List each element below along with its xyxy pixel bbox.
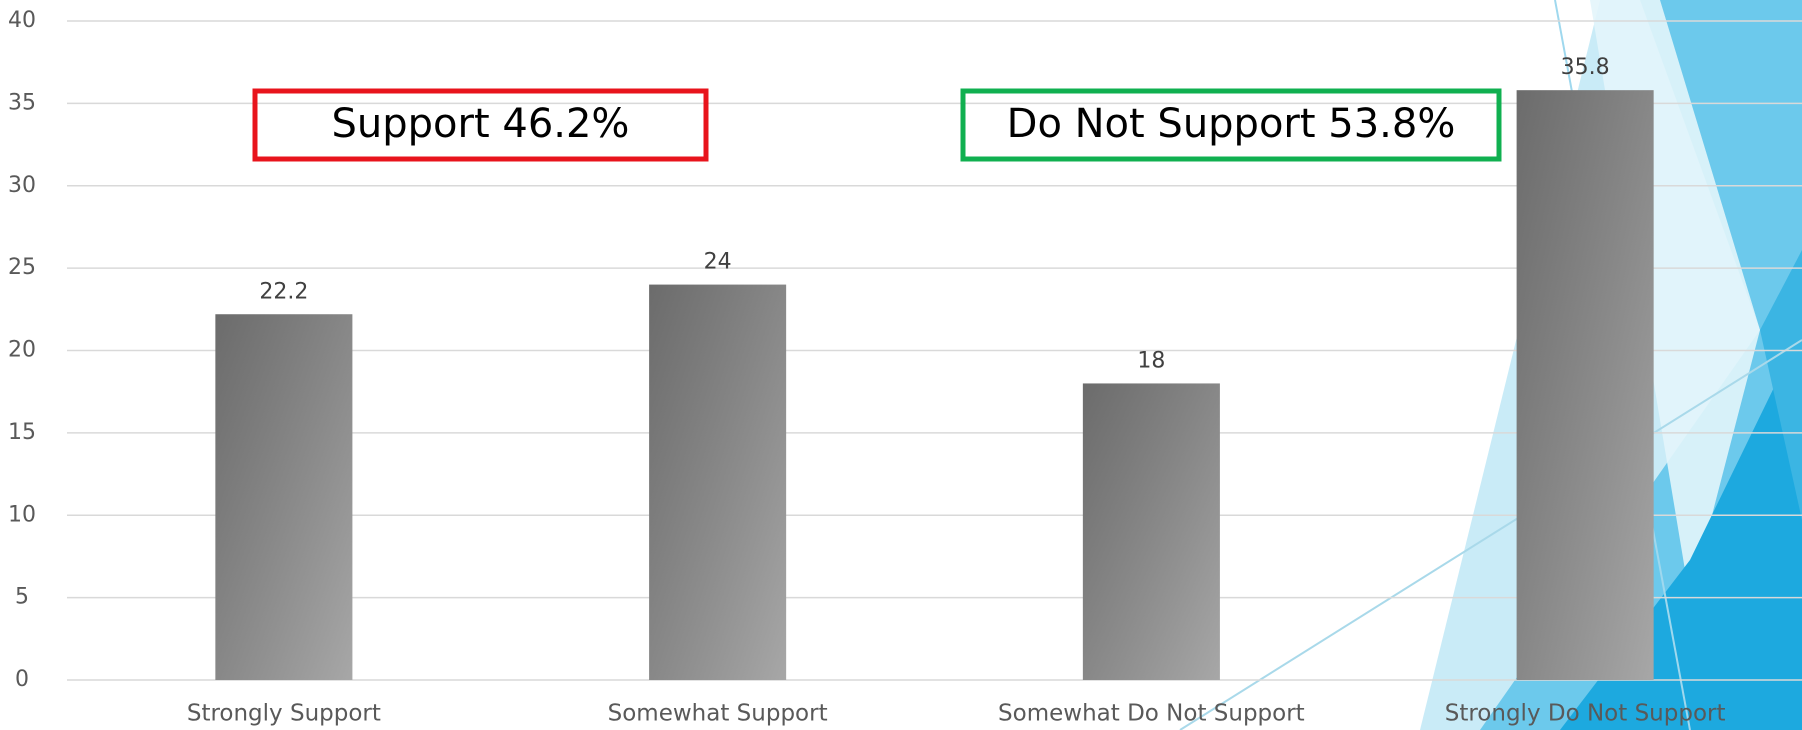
y-tick-label: 0 (15, 667, 29, 692)
bars (215, 90, 1653, 680)
value-label: 24 (704, 250, 732, 275)
x-tick-label: Somewhat Do Not Support (998, 701, 1305, 727)
y-tick-label: 5 (15, 585, 29, 610)
y-tick-label: 10 (8, 502, 36, 527)
y-tick-label: 20 (8, 338, 36, 363)
bar-shading (649, 285, 786, 680)
bar-shading (1083, 383, 1220, 680)
value-label: 35.8 (1561, 55, 1610, 80)
y-tick-label: 35 (8, 90, 36, 115)
value-label: 22.2 (259, 279, 308, 304)
annotations: Support 46.2% Do Not Support 53.8% (255, 91, 1499, 159)
x-tick-label: Strongly Support (187, 701, 381, 727)
chart: 0 5 10 15 20 25 30 35 40 Strongly Support 22.2 Some… (0, 0, 1802, 730)
x-tick-label: Somewhat Support (608, 701, 828, 727)
annotation-text: Support 46.2% (332, 101, 630, 147)
y-tick-label: 30 (8, 173, 36, 198)
x-tick-label: Strongly Do Not Support (1445, 701, 1726, 727)
value-label: 18 (1137, 348, 1165, 373)
annotation-text: Do Not Support 53.8% (1007, 101, 1456, 147)
page: {"chart_data": {"type": "bar", "categori… (0, 0, 1802, 730)
y-tick-label: 40 (8, 8, 36, 33)
y-tick-label: 25 (8, 255, 36, 280)
bar-shading (1517, 90, 1654, 680)
bar-shading (215, 314, 352, 680)
y-tick-label: 15 (8, 420, 36, 445)
